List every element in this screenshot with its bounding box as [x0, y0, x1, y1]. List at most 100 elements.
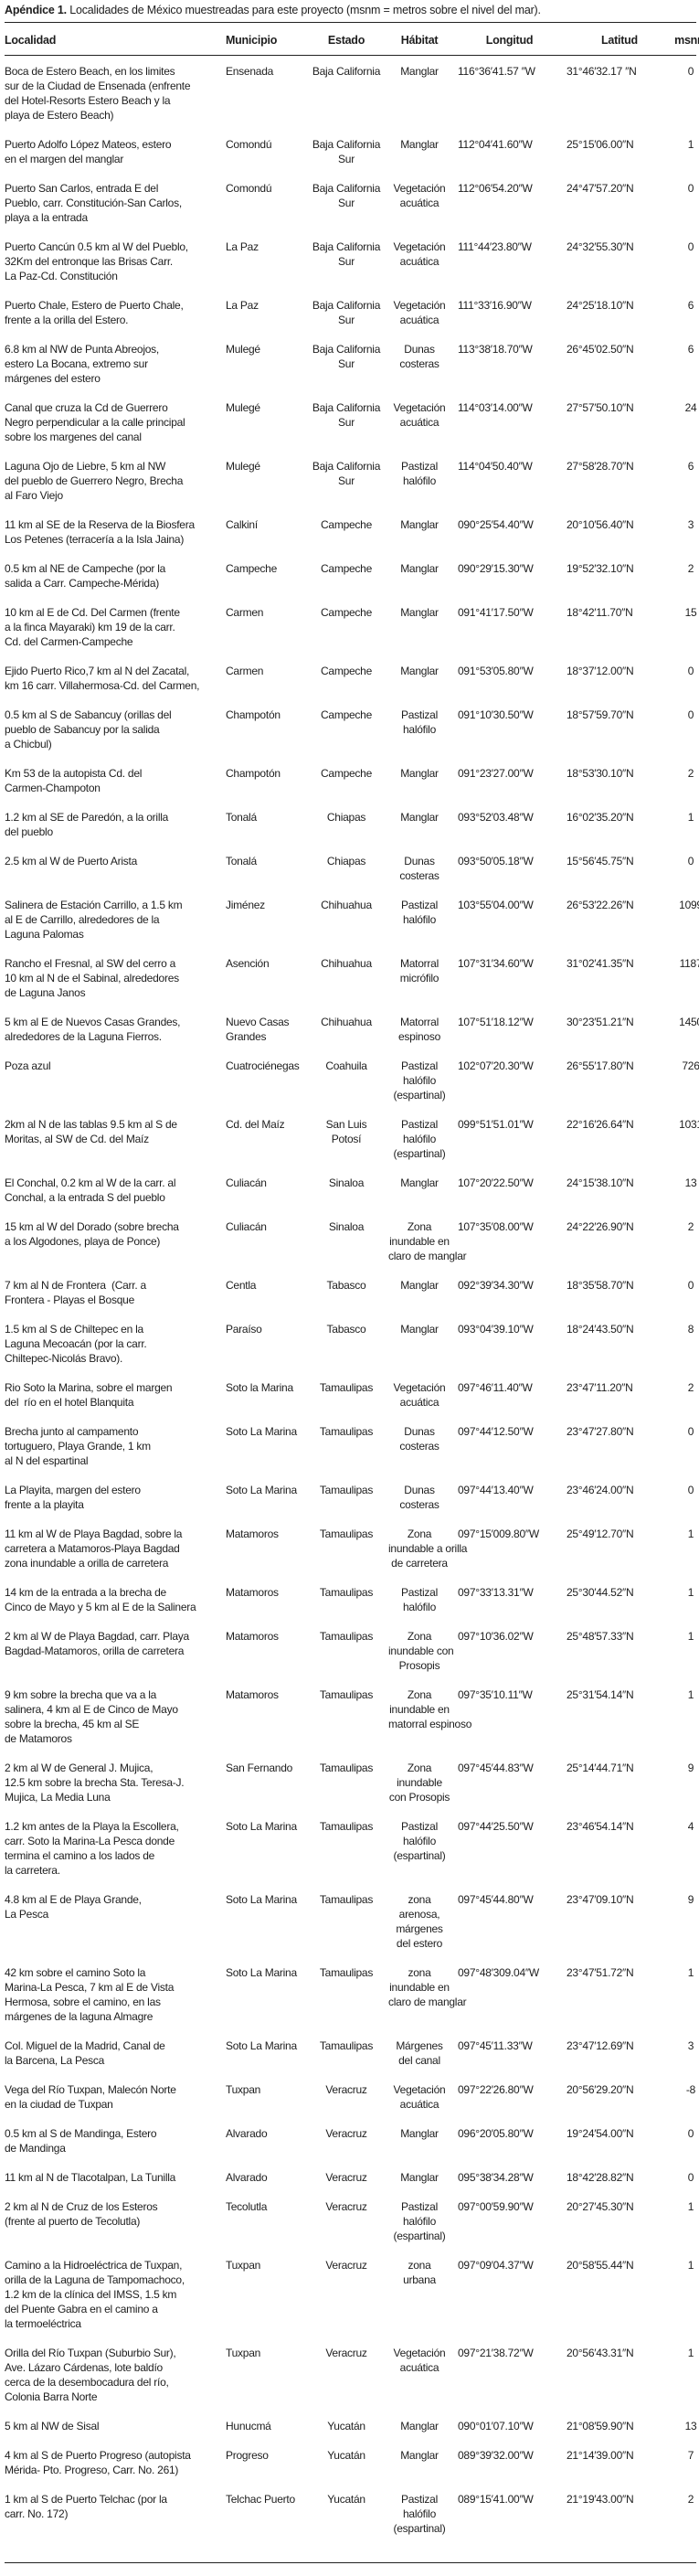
cell-localidad: Orilla del Río Tuxpan (Suburbio Sur), Av… [5, 2347, 176, 2403]
cell-msnm: 1 [687, 2259, 694, 2272]
cell-msnm: 1099 [679, 899, 699, 911]
cell-estado: Chihuahua [321, 899, 372, 911]
cell-msnm: 2 [687, 1220, 694, 1233]
table-row: 14 km de la entrada a la brecha de Cinco… [5, 1585, 699, 1629]
cell-longitud: 107°31′34.60″W [458, 957, 534, 970]
cell-estado: Campeche [320, 767, 373, 780]
cell-msnm: 0 [687, 2171, 694, 2184]
cell-habitat: Zona inundable en matorral espinoso [388, 1688, 472, 1730]
cell-estado: Campeche [320, 518, 373, 531]
table-row: Brecha junto al campamento tortuguero, P… [5, 1424, 699, 1483]
table-row: 11 km al SE de la Reserva de la Biosfera… [5, 517, 699, 561]
table-body: Boca de Estero Beach, en los limites sur… [5, 55, 699, 2550]
table-row: 2.5 km al W de Puerto Arista Tonalá Chiapa… [5, 854, 699, 898]
table-row: Col. Miguel de la Madrid, Canal de la Ba… [5, 2038, 699, 2082]
cell-estado: Campeche [320, 665, 373, 677]
cell-localidad: 1.5 km al S de Chiltepec en la Laguna Me… [5, 1323, 147, 1365]
cell-longitud: 103°55′04.00″W [458, 899, 534, 911]
header-localidad: Localidad [5, 34, 57, 47]
table-row: 10 km al E de Cd. Del Carmen (frente a l… [5, 605, 699, 664]
cell-municipio: Calkiní [226, 518, 258, 531]
cell-estado: Sinaloa [328, 1176, 365, 1189]
cell-habitat: Pastizal halófilo (espartinal) [393, 2493, 446, 2535]
cell-latitud: 21°14′39.00″N [567, 2449, 634, 2462]
cell-latitud: 25°31′54.14″N [567, 1688, 634, 1701]
cell-latitud: 21°08′59.90″N [567, 2420, 634, 2432]
cell-localidad: Rio Soto la Marina, sobre el margen del … [5, 1381, 173, 1409]
cell-estado: Tamaulipas [319, 1381, 374, 1394]
cell-msnm: 3 [687, 518, 694, 531]
cell-habitat: Pastizal halófilo (espartinal) [393, 1059, 446, 1102]
cell-localidad: 1 km al S de Puerto Telchac (por la carr… [5, 2493, 167, 2520]
cell-msnm: 15 [684, 606, 697, 619]
cell-localidad: 2 km al W de Playa Bagdad, carr. Playa B… [5, 1630, 189, 1657]
cell-habitat: Dunas costeras [399, 1425, 440, 1453]
cell-msnm: 9 [687, 1762, 694, 1774]
bottom-rule [5, 2562, 696, 2563]
cell-latitud: 20°56′43.31″N [567, 2347, 634, 2359]
cell-longitud: 112°04′41.60″W [458, 138, 533, 151]
cell-longitud: 097°22′26.80″W [458, 2083, 534, 2096]
table-row: 0.5 km al S de Mandinga, Estero de Mandi… [5, 2126, 699, 2170]
cell-estado: Tamaulipas [319, 1688, 374, 1701]
cell-msnm: 1 [687, 811, 694, 824]
table-row: Puerto Cancún 0.5 km al W del Pueblo, 32… [5, 240, 699, 298]
cell-longitud: 089°15′41.00″W [458, 2493, 534, 2506]
cell-msnm: 0 [687, 182, 694, 195]
table-row: 4.8 km al E de Playa Grande, La Pesca Sot… [5, 1892, 699, 1965]
cell-longitud: 095°38′34.28″W [458, 2171, 534, 2184]
cell-estado: Baja California Sur [312, 401, 381, 429]
cell-municipio: Carmen [226, 665, 264, 677]
cell-localidad: Col. Miguel de la Madrid, Canal de la Ba… [5, 2039, 165, 2067]
cell-municipio: San Fernando [226, 1762, 293, 1774]
cell-latitud: 18°35′58.70″N [567, 1279, 634, 1292]
cell-msnm: 0 [687, 665, 694, 677]
cell-msnm: 1 [687, 138, 694, 151]
cell-estado: Veracruz [325, 2127, 367, 2140]
cell-localidad: 15 km al W del Dorado (sobre brecha a lo… [5, 1220, 179, 1248]
cell-longitud: 097°00′59.90″W [458, 2200, 534, 2213]
cell-longitud: 097°48′309.04″W [458, 1966, 539, 1979]
table-row: 15 km al W del Dorado (sobre brecha a lo… [5, 1219, 699, 1278]
cell-longitud: 097°09′04.37″W [458, 2259, 534, 2272]
cell-longitud: 091°10′30.50″W [458, 708, 534, 721]
table-row: Camino a la Hidroeléctrica de Tuxpan, or… [5, 2258, 699, 2346]
table-row: Km 53 de la autopista Cd. del Carmen-Cha… [5, 766, 699, 810]
cell-latitud: 23°47′27.80″N [567, 1425, 634, 1438]
table-row: Puerto Chale, Estero de Puerto Chale, fr… [5, 298, 699, 342]
cell-estado: Tamaulipas [319, 1630, 374, 1643]
localities-table: Localidad Municipio Estado Hábitat Longi… [5, 27, 699, 2550]
header-municipio: Municipio [226, 34, 278, 47]
cell-msnm: 1 [687, 1528, 694, 1540]
cell-msnm: 0 [687, 2127, 694, 2140]
cell-municipio: Carmen [226, 606, 264, 619]
cell-localidad: Laguna Ojo de Liebre, 5 km al NW del pue… [5, 460, 184, 502]
table-row: 0.5 km al NE de Campeche (por la salida … [5, 561, 699, 605]
cell-municipio: Alvarado [226, 2127, 268, 2140]
cell-latitud: 19°24′54.00″N [567, 2127, 634, 2140]
cell-latitud: 18°42′28.82″N [567, 2171, 634, 2184]
cell-latitud: 31°46′32.17 ″N [567, 65, 637, 78]
cell-longitud: 097°44′12.50″W [458, 1425, 534, 1438]
cell-longitud: 091°53′05.80″W [458, 665, 534, 677]
cell-habitat: Pastizal halófilo [400, 708, 439, 736]
cell-latitud: 23°47′51.72″N [567, 1966, 634, 1979]
cell-msnm: 0 [687, 1279, 694, 1292]
cell-msnm: 0 [687, 240, 694, 253]
cell-estado: Veracruz [325, 2200, 367, 2213]
cell-estado: Campeche [320, 606, 373, 619]
cell-estado: Chiapas [326, 811, 366, 824]
cell-msnm: 1 [687, 1630, 694, 1643]
cell-longitud: 097°45′44.83″W [458, 1762, 534, 1774]
cell-longitud: 093°04′39.10″W [458, 1323, 534, 1336]
header-longitud: Longitud [485, 34, 534, 47]
cell-msnm: 1031 [679, 1118, 699, 1131]
table-row: 1.2 km al SE de Paredón, a la orilla del… [5, 810, 699, 854]
cell-msnm: 3 [687, 2039, 694, 2052]
cell-longitud: 107°35′08.00″W [458, 1220, 534, 1233]
cell-localidad: 4 km al S de Puerto Progreso (autopista … [5, 2449, 191, 2476]
cell-msnm: 2 [687, 2493, 694, 2506]
cell-msnm: 1 [687, 2347, 694, 2359]
cell-latitud: 20°56′29.20″N [567, 2083, 634, 2096]
cell-latitud: 22°16′26.64″N [567, 1118, 634, 1131]
